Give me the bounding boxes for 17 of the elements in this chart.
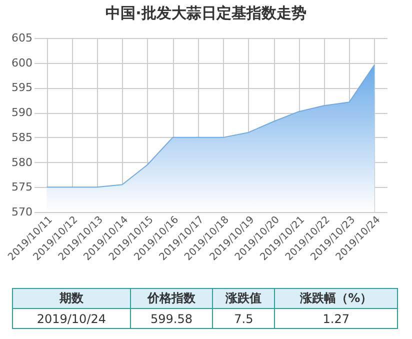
y-tick-label: 585 (12, 130, 32, 144)
text: 7.5 (212, 308, 275, 328)
text: 涨跌幅（%） (274, 288, 398, 308)
chart-title: 中国·批发大蒜日定基指数走势 (104, 3, 308, 24)
y-tick-label: 580 (12, 156, 32, 169)
y-tick-label: 570 (12, 206, 32, 218)
text: 涨跌值 (212, 288, 275, 308)
y-tick-label: 605 (12, 32, 32, 44)
y-tick-label: 600 (12, 56, 32, 70)
text: 1.27 (274, 308, 398, 328)
text: 价格指数 (130, 288, 213, 308)
text: 599.58 (130, 308, 213, 328)
text: 期数 (12, 288, 130, 308)
y-tick-label: 590 (12, 106, 32, 120)
text: 2019/10/24 (12, 308, 130, 328)
y-tick-label: 595 (12, 81, 32, 94)
y-tick-label: 575 (12, 180, 32, 194)
